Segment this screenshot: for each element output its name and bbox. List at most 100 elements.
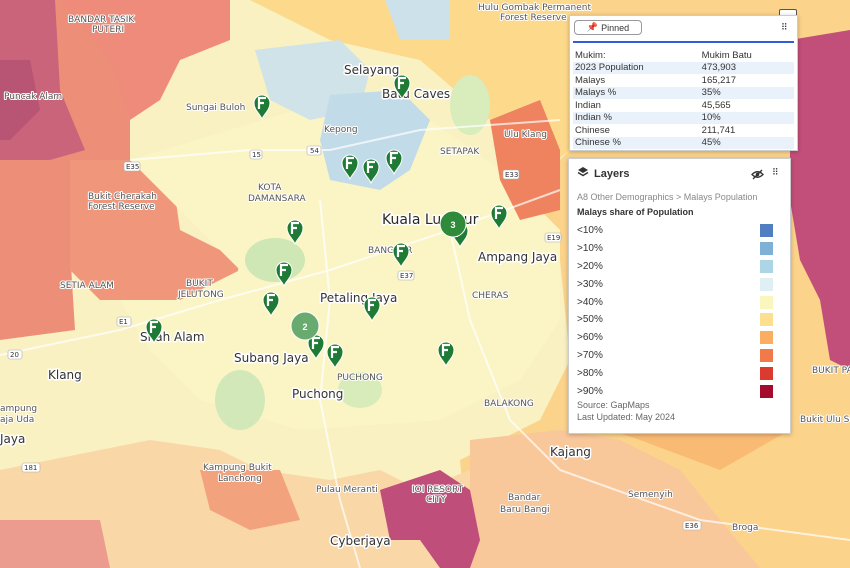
legend-swatch bbox=[760, 366, 773, 380]
row-value: Mukim Batu bbox=[701, 49, 752, 61]
store-f-icon bbox=[257, 96, 266, 109]
label-bukit-ulu-semenyih: Bukit Ulu Seme bbox=[800, 415, 850, 425]
svg-text:3: 3 bbox=[450, 220, 455, 230]
store-f-icon bbox=[396, 244, 405, 257]
store-f-icon bbox=[366, 160, 375, 173]
legend-item: >40% bbox=[577, 293, 773, 311]
store-marker[interactable] bbox=[392, 242, 410, 269]
label-klang: Klang bbox=[48, 368, 82, 382]
region-north-pinkred bbox=[60, 0, 230, 120]
legend-swatch bbox=[760, 277, 773, 291]
table-row: Mukim: Mukim Batu bbox=[573, 49, 794, 62]
store-marker[interactable] bbox=[490, 204, 508, 231]
store-marker[interactable] bbox=[145, 318, 163, 345]
region-cherakah bbox=[70, 160, 240, 320]
legend-item: >50% bbox=[577, 311, 773, 329]
park-2 bbox=[215, 370, 265, 430]
row-value: 10% bbox=[701, 111, 794, 124]
svg-text:E36: E36 bbox=[685, 522, 699, 530]
label-ioi-2: CITY bbox=[426, 495, 446, 505]
pinned-label: Pinned bbox=[601, 22, 630, 33]
label-kampung-1: ampung bbox=[0, 404, 37, 414]
drag-handle-icon[interactable]: ⠿ bbox=[781, 22, 788, 32]
store-f-icon bbox=[266, 293, 275, 306]
legend-item: <10% bbox=[577, 222, 773, 240]
row-value: 473,903 bbox=[701, 61, 794, 74]
store-marker[interactable] bbox=[286, 219, 304, 246]
store-marker[interactable] bbox=[362, 158, 380, 185]
label-hulu-gombak-1: Hulu Gombak Permanent bbox=[478, 3, 591, 13]
road-badge-e19: E19 bbox=[544, 232, 562, 243]
label-kampung-2: aja Uda bbox=[0, 415, 34, 425]
legend-item: >60% bbox=[577, 329, 773, 347]
store-marker[interactable] bbox=[275, 261, 293, 288]
store-f-icon bbox=[494, 206, 503, 219]
table-row: Chinese % 45% bbox=[573, 136, 794, 149]
hide-layer-icon[interactable] bbox=[751, 167, 764, 185]
legend-swatch bbox=[760, 295, 773, 309]
region-east-purple bbox=[790, 30, 850, 370]
store-marker[interactable] bbox=[262, 291, 280, 318]
label-lanchong-2: Lanchong bbox=[218, 474, 262, 484]
cluster-marker[interactable]: 2 bbox=[290, 311, 320, 341]
store-f-icon bbox=[149, 320, 158, 333]
label-jaya: Jaya bbox=[0, 432, 25, 446]
label-pulau-meranti: Pulau Meranti bbox=[316, 485, 378, 495]
row-value: 165,217 bbox=[701, 74, 736, 86]
region-southwest-pink bbox=[0, 520, 110, 568]
legend-swatch bbox=[760, 313, 773, 327]
legend-item: >30% bbox=[577, 275, 773, 293]
svg-text:2: 2 bbox=[302, 322, 307, 332]
row-label: Indian % bbox=[573, 111, 702, 124]
region-north-orange bbox=[0, 0, 570, 190]
svg-text:E33: E33 bbox=[505, 171, 518, 179]
row-label: Malays % bbox=[573, 86, 702, 99]
label-bangi-1: Bandar bbox=[508, 493, 541, 503]
legend-swatch bbox=[760, 331, 773, 345]
label-cheras: CHERAS bbox=[472, 291, 509, 301]
legend-swatch bbox=[760, 259, 773, 273]
layers-icon bbox=[577, 166, 589, 181]
updated-text: Last Updated: May 2024 bbox=[577, 412, 676, 422]
label-balakong: BALAKONG bbox=[484, 399, 534, 409]
store-marker[interactable] bbox=[253, 94, 271, 121]
store-marker[interactable] bbox=[437, 341, 455, 368]
label-lanchong-1: Kampung Bukit bbox=[203, 463, 272, 473]
label-sungai-buloh: Sungai Buloh bbox=[186, 103, 245, 113]
road-badge-e1: E1 bbox=[116, 316, 132, 327]
store-marker[interactable] bbox=[363, 296, 381, 323]
label-bukit-pay: BUKIT PAY bbox=[812, 366, 850, 376]
store-f-icon bbox=[389, 151, 398, 164]
store-marker[interactable] bbox=[341, 154, 359, 181]
label-tasik-2: PUTERI bbox=[92, 25, 124, 35]
region-cyberjaya-purple bbox=[380, 470, 480, 568]
legend: <10% >10% >20% >30% >40% >50% >60% >70% … bbox=[577, 222, 773, 400]
legend-item: >70% bbox=[577, 347, 773, 365]
legend-swatch bbox=[760, 384, 773, 398]
row-label: Chinese bbox=[575, 124, 610, 136]
store-f-icon bbox=[290, 221, 299, 234]
store-f-icon bbox=[345, 156, 354, 169]
store-marker[interactable] bbox=[326, 343, 344, 370]
pin-icon: 📌 bbox=[586, 22, 599, 32]
store-marker[interactable] bbox=[385, 149, 403, 176]
drag-handle-icon[interactable]: ⠿ bbox=[772, 167, 779, 177]
table-row: Malays % 35% bbox=[573, 86, 794, 99]
table-row: Chinese 211,741 bbox=[573, 124, 794, 137]
layer-breadcrumb[interactable]: A8 Other Demographics > Malays Populatio… bbox=[577, 192, 758, 202]
layers-header: Layers bbox=[577, 166, 629, 181]
label-hulu-gombak-2: Forest Reserve bbox=[500, 13, 567, 23]
store-f-icon bbox=[367, 298, 376, 311]
cluster-marker[interactable]: 3 bbox=[439, 210, 467, 238]
label-puchong: Puchong bbox=[292, 387, 343, 401]
label-ulu-klang: Ulu Klang bbox=[504, 130, 547, 140]
legend-item: >10% bbox=[577, 240, 773, 258]
svg-text:15: 15 bbox=[252, 151, 261, 159]
svg-text:181: 181 bbox=[24, 464, 37, 472]
store-marker[interactable] bbox=[393, 74, 411, 101]
layers-title: Layers bbox=[594, 167, 630, 180]
pinned-button[interactable]: 📌 Pinned bbox=[574, 20, 642, 35]
label-petaling-jaya: Petaling Jaya bbox=[320, 291, 397, 305]
road-highway-2 bbox=[129, 119, 561, 161]
row-label: Malays bbox=[575, 74, 606, 86]
